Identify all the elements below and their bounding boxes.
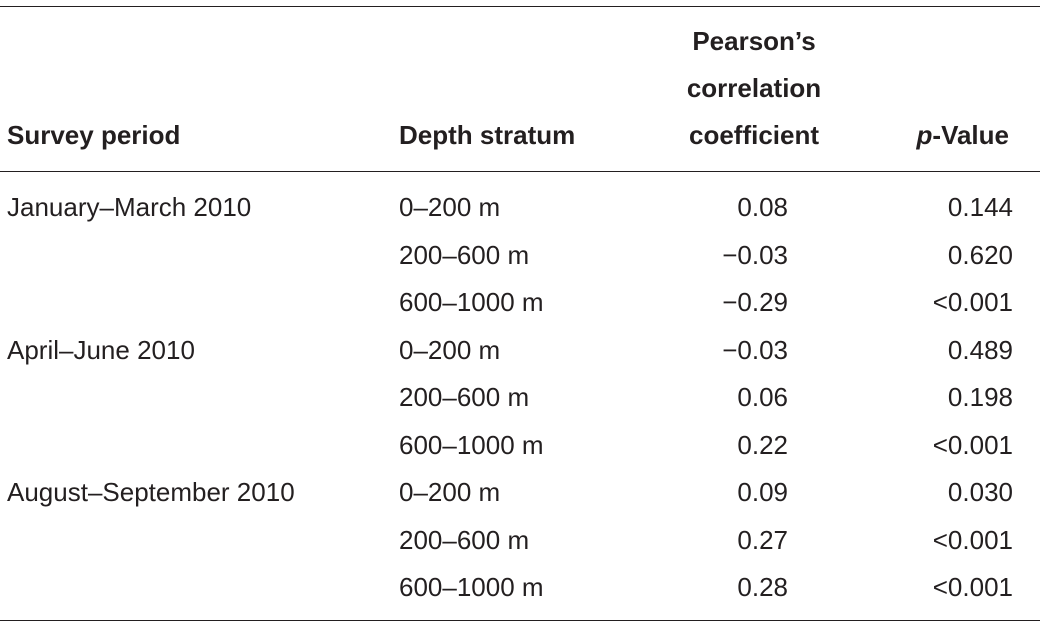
table-top-rule	[0, 6, 1040, 7]
table-row: 600–1000 m −0.29 <0.001	[0, 279, 1040, 327]
depth-stratum-cell: 600–1000 m	[399, 572, 544, 602]
correlation-coefficient-cell: 0.22	[737, 429, 788, 460]
table-body: January–March 2010 0–200 m 0.08 0.144 200–60…	[0, 184, 1040, 612]
header-p-value: p-Value	[917, 112, 1009, 159]
correlation-coefficient-cell: 0.28	[737, 572, 788, 602]
header-survey-period: Survey period	[7, 120, 181, 150]
table-bottom-rule	[0, 620, 1040, 621]
table-header-rule	[0, 171, 1040, 172]
table-row: 600–1000 m 0.22 <0.001	[0, 422, 1040, 470]
p-value-cell: 0.620	[947, 239, 1013, 270]
header-p-value-rest: -Value	[932, 120, 1009, 150]
survey-period-cell: August–September 2010	[7, 477, 295, 507]
p-value-cell: 0.198	[947, 382, 1013, 412]
correlation-coefficient-cell: −0.03	[722, 239, 788, 270]
correlation-coefficient-cell: −0.29	[722, 287, 788, 317]
correlation-coefficient-cell: −0.03	[722, 334, 788, 365]
depth-stratum-cell: 200–600 m	[399, 382, 530, 412]
header-pearson-coefficient: Pearson’s correlation coefficient	[660, 18, 848, 159]
depth-stratum-cell: 600–1000 m	[399, 429, 544, 460]
p-value-cell: 0.030	[947, 477, 1013, 507]
p-value-cell: 0.144	[947, 192, 1013, 222]
correlation-coefficient-cell: 0.27	[737, 524, 788, 555]
header-p-value-italic: p	[916, 120, 933, 150]
header-pearson-line-2: correlation	[686, 73, 822, 103]
p-value-cell: 0.489	[947, 334, 1013, 365]
table-row: 200–600 m 0.27 <0.001	[0, 517, 1040, 565]
table-row: April–June 2010 0–200 m −0.03 0.489	[0, 327, 1040, 375]
correlation-coefficient-cell: 0.06	[737, 382, 788, 412]
correlation-coefficient-cell: 0.08	[737, 192, 788, 222]
table-row: January–March 2010 0–200 m 0.08 0.144	[0, 184, 1040, 232]
depth-stratum-cell: 0–200 m	[399, 192, 501, 222]
p-value-cell: <0.001	[932, 524, 1013, 555]
header-depth-stratum: Depth stratum	[399, 120, 576, 150]
depth-stratum-cell: 0–200 m	[399, 477, 501, 507]
depth-stratum-cell: 600–1000 m	[399, 287, 544, 317]
depth-stratum-cell: 0–200 m	[399, 334, 501, 365]
correlation-coefficient-cell: 0.09	[737, 477, 788, 507]
p-value-cell: <0.001	[932, 429, 1013, 460]
table-row: August–September 2010 0–200 m 0.09 0.030	[0, 469, 1040, 517]
table-row: 200–600 m 0.06 0.198	[0, 374, 1040, 422]
table-row: 600–1000 m 0.28 <0.001	[0, 564, 1040, 612]
survey-period-cell: April–June 2010	[7, 334, 195, 365]
survey-period-cell: January–March 2010	[7, 192, 252, 222]
p-value-cell: <0.001	[932, 287, 1013, 317]
depth-stratum-cell: 200–600 m	[399, 524, 530, 555]
p-value-cell: <0.001	[932, 572, 1013, 602]
table-row: 200–600 m −0.03 0.620	[0, 232, 1040, 280]
header-pearson-line-3: coefficient	[688, 120, 820, 150]
header-pearson-line-1: Pearson’s	[692, 26, 816, 56]
depth-stratum-cell: 200–600 m	[399, 239, 530, 270]
